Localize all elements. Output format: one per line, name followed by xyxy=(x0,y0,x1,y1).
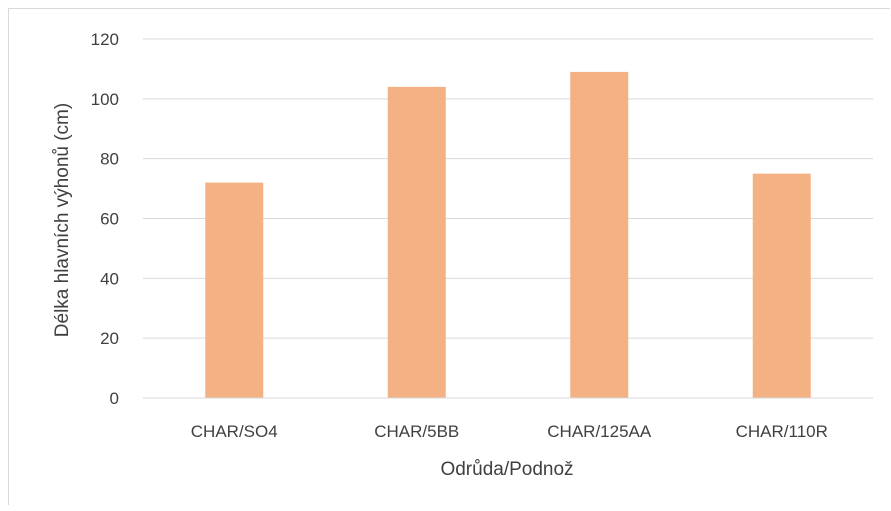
y-tick-label: 120 xyxy=(91,30,119,49)
bar-char-110r xyxy=(752,173,811,398)
bar-char-so4 xyxy=(205,182,264,398)
y-tick-labels: 0 20 40 60 80 100 120 xyxy=(91,30,119,408)
x-tick-label: CHAR/SO4 xyxy=(191,422,278,441)
y-tick-label: 20 xyxy=(100,329,119,348)
y-tick-label: 60 xyxy=(100,210,119,229)
x-tick-label: CHAR/110R xyxy=(736,422,828,441)
x-axis-title: Odrůda/Podnož xyxy=(440,459,573,480)
bar-char-125aa xyxy=(570,71,629,399)
y-tick-label: 100 xyxy=(91,90,119,109)
y-tick-label: 40 xyxy=(100,269,119,288)
y-tick-label: 80 xyxy=(100,150,119,169)
y-tick-label: 0 xyxy=(110,389,119,408)
x-tick-label: CHAR/5BB xyxy=(374,422,459,441)
x-tick-label: CHAR/125AA xyxy=(547,422,652,441)
x-tick-labels: CHAR/SO4 CHAR/5BB CHAR/125AA CHAR/110R xyxy=(191,422,828,441)
bars xyxy=(205,71,811,399)
bar-char-5bb xyxy=(387,86,446,398)
gridlines xyxy=(143,38,873,339)
chart-frame xyxy=(8,8,890,505)
y-axis-title: Délka hlavních výhonů (cm) xyxy=(52,103,73,337)
